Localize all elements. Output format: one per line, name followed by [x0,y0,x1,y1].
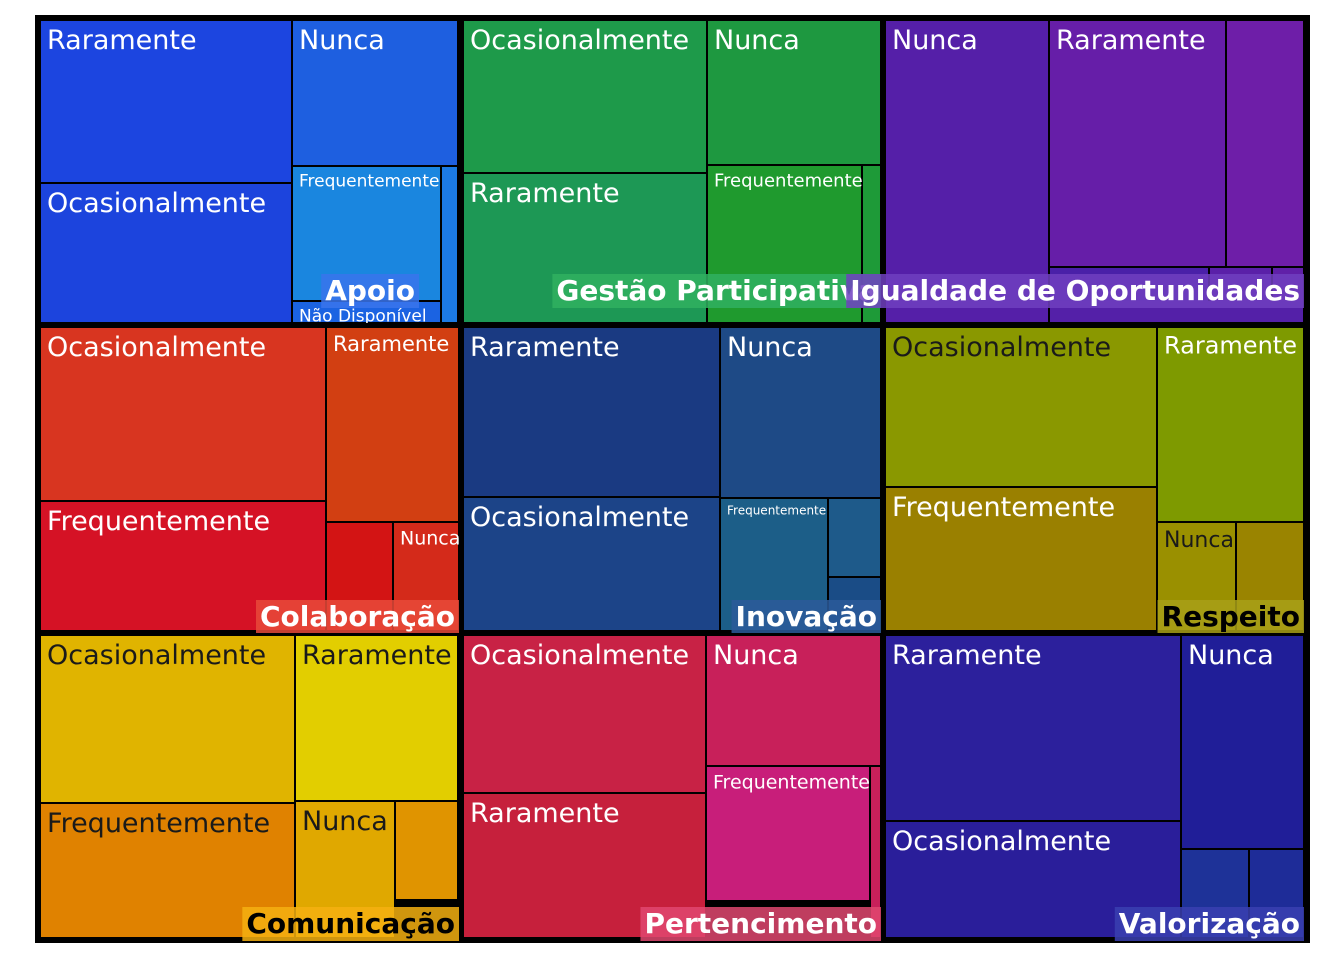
tile-label-apoio-frequentemente: Frequentemente [299,172,439,192]
tile-label-gestao-participativa-frequentemente: Frequentemente [714,170,863,191]
tile-comunicacao-raramente[interactable] [296,636,457,800]
tile-pertencimento-nunca[interactable] [707,636,880,765]
tile-label-inovacao-raramente: Raramente [470,332,620,363]
tile-igualdade-de-oportunidades-nunca[interactable] [886,21,1048,322]
group-label-bg-apoio [321,274,419,308]
tile-label-comunicacao-frequentemente: Frequentemente [47,808,270,839]
tile-label-respeito-nunca: Nunca [1164,528,1234,553]
tile-gestao-participativa-ocasionalmente[interactable] [464,21,706,172]
tile-label-gestao-participativa-nunca: Nunca [714,25,800,56]
tile-respeito-raramente[interactable] [1158,328,1303,521]
group-label-gestao-participativa: Gestão Participativa [556,274,877,307]
tile-label-inovacao-frequentemente: Frequentemente [727,503,826,517]
tile-label-respeito-ocasionalmente: Ocasionalmente [892,332,1111,363]
tile-inovacao-segment-4[interactable] [829,499,880,576]
tile-label-comunicacao-raramente: Raramente [302,640,452,671]
tile-igualdade-de-oportunidades-raramente[interactable] [1050,21,1225,266]
tile-label-apoio-nunca: Nunca [299,25,385,56]
tile-label-valorizacao-raramente: Raramente [892,640,1042,671]
tile-label-colaboracao-nunca: Nunca [400,527,460,549]
group-label-bg-comunicacao [242,907,459,941]
tile-respeito-frequentemente[interactable] [886,488,1156,630]
tile-label-pertencimento-ocasionalmente: Ocasionalmente [470,640,689,671]
tile-valorizacao-raramente[interactable] [886,636,1180,820]
group-label-comunicacao: Comunicação [246,907,455,940]
tile-label-igualdade-de-oportunidades-raramente: Raramente [1056,25,1206,56]
group-label-bg-colaboracao [256,600,459,634]
tile-apoio-raramente[interactable] [41,21,291,182]
tile-pertencimento-ocasionalmente[interactable] [464,636,705,792]
tile-respeito-ocasionalmente[interactable] [886,328,1156,486]
tile-label-pertencimento-nunca: Nunca [713,640,799,671]
tile-label-apoio-nao-disponivel: Não Disponível [299,307,427,327]
group-respeito: Ocasionalmente Frequentemente Raramente Nun… [883,325,1306,633]
tile-colaboracao-ocasionalmente[interactable] [41,328,325,500]
group-colaboracao: Ocasionalmente Frequentemente Raramente Nun… [38,325,461,633]
tile-label-colaboracao-frequentemente: Frequentemente [47,506,270,537]
tile-apoio-ocasionalmente[interactable] [41,184,291,322]
tile-label-apoio-raramente: Raramente [47,25,197,56]
group-label-bg-inovacao [731,600,881,634]
tile-valorizacao-nunca[interactable] [1182,636,1303,848]
tile-label-inovacao-ocasionalmente: Ocasionalmente [470,502,689,533]
tile-label-valorizacao-ocasionalmente: Ocasionalmente [892,826,1111,857]
group-label-bg-respeito [1157,600,1304,634]
tile-inovacao-nunca[interactable] [721,328,880,497]
tile-comunicacao-segment-4[interactable] [396,802,457,899]
tile-label-respeito-raramente: Raramente [1164,332,1297,360]
tile-apoio-segment-5[interactable] [442,167,457,322]
group-label-inovacao: Inovação [736,600,877,633]
tile-label-apoio-ocasionalmente: Ocasionalmente [47,188,266,219]
tile-inovacao-raramente[interactable] [464,328,719,496]
tile-pertencimento-segment-4[interactable] [871,767,880,937]
tile-pertencimento-frequentemente[interactable] [707,767,869,900]
tile-label-pertencimento-raramente: Raramente [470,798,620,829]
group-label-igualdade-de-oportunidades: Igualdade de Oportunidades [850,274,1300,307]
group-valorizacao: Raramente Ocasionalmente Nunca [883,633,1306,940]
group-label-respeito: Respeito [1162,600,1300,633]
tile-gestao-participativa-nunca[interactable] [708,21,880,164]
tile-label-valorizacao-nunca: Nunca [1188,640,1274,671]
group-label-apoio: Apoio [325,274,415,307]
group-label-colaboracao: Colaboração [260,600,455,633]
tile-label-comunicacao-nunca: Nunca [302,806,388,837]
group-label-bg-igualdade-de-oportunidades [846,274,1304,308]
group-label-bg-pertencimento [640,907,881,941]
group-inovacao: Raramente Ocasionalmente Nunca Frequentemen… [461,325,883,633]
tile-apoio-nunca[interactable] [293,21,457,165]
tile-label-pertencimento-frequentemente: Frequentemente [713,771,870,793]
tile-inovacao-ocasionalmente[interactable] [464,498,719,630]
tile-label-gestao-participativa-raramente: Raramente [470,178,620,209]
tile-label-inovacao-nunca: Nunca [727,332,813,363]
tile-label-colaboracao-ocasionalmente: Ocasionalmente [47,332,266,363]
tile-comunicacao-ocasionalmente[interactable] [41,636,294,802]
tile-label-colaboracao-raramente: Raramente [333,332,449,356]
tile-label-igualdade-de-oportunidades-nunca: Nunca [892,25,978,56]
group-label-pertencimento: Pertencimento [644,907,877,940]
tile-colaboracao-raramente[interactable] [327,328,458,521]
group-pertencimento: Ocasionalmente Raramente Nunca Frequentemen… [461,633,883,940]
group-apoio: Raramente Ocasionalmente Nunca Frequentemen… [38,18,457,327]
group-label-bg-valorizacao [1114,907,1304,941]
group-label-bg-gestao-participativa [552,274,881,308]
group-comunicacao: Ocasionalmente Frequentemente Raramente Nun… [38,633,461,940]
group-gestao-participativa: Ocasionalmente Raramente Nunca Frequentemen… [461,18,883,322]
group-label-valorizacao: Valorização [1119,907,1300,940]
tile-label-comunicacao-ocasionalmente: Ocasionalmente [47,640,266,671]
tile-label-gestao-participativa-ocasionalmente: Ocasionalmente [470,25,689,56]
tile-igualdade-de-oportunidades-segment-2[interactable] [1227,21,1303,266]
tile-label-respeito-frequentemente: Frequentemente [892,492,1115,523]
